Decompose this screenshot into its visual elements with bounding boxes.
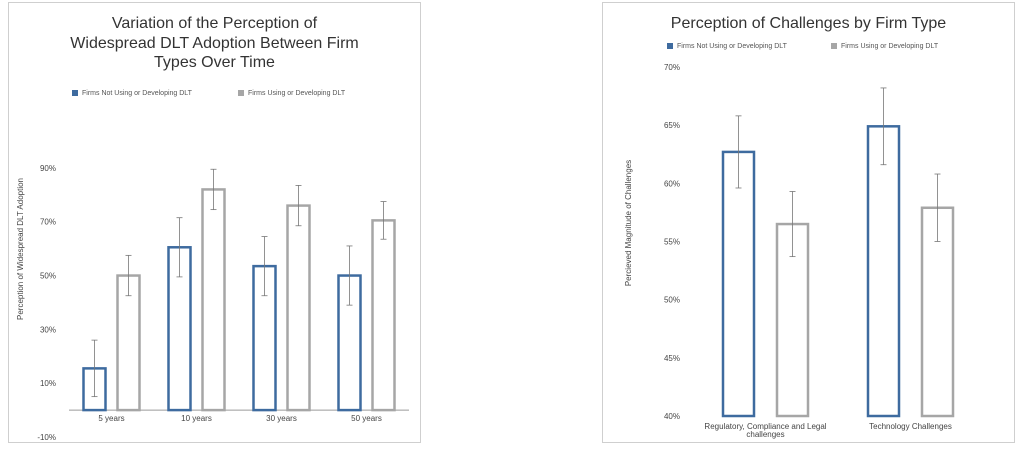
bar: [866, 125, 901, 418]
y-tick-label: 55%: [664, 238, 680, 247]
y-axis-title: Percieved Magnitude of Challenges: [624, 160, 633, 286]
legend-swatch-using: [238, 90, 244, 96]
chart-title: Variation of the Perception of Widesprea…: [70, 15, 359, 71]
y-tick-label: 50%: [40, 272, 56, 281]
y-tick-label: 65%: [664, 121, 680, 130]
y-tick-label: 50%: [664, 296, 680, 305]
y-tick-label: 70%: [664, 63, 680, 72]
bar: [371, 219, 396, 412]
y-tick-label: 40%: [664, 412, 680, 421]
y-tick-label: 30%: [40, 325, 56, 334]
bar: [286, 204, 311, 412]
chart-title: Perception of Challenges by Firm Type: [670, 15, 947, 32]
y-tick-label: 45%: [664, 354, 680, 363]
x-tick-label: 50 years: [351, 414, 382, 423]
x-tick-label: 10 years: [181, 414, 212, 423]
bar: [721, 150, 756, 418]
adoption-chart-panel: Variation of the Perception of Widesprea…: [8, 2, 421, 443]
legend-item-using: Firms Using or Developing DLT: [238, 90, 345, 97]
legend-swatch-using: [831, 43, 837, 49]
x-tick-label: 30 years: [266, 414, 297, 423]
legend-label-using: Firms Using or Developing DLT: [248, 90, 346, 97]
legend-swatch-not-using: [667, 43, 673, 49]
legend-swatch-not-using: [72, 90, 78, 96]
legend-label-not-using: Firms Not Using or Developing DLT: [82, 90, 192, 97]
legend-item-using: Firms Using or Developing DLT: [831, 43, 938, 50]
adoption-bar-chart: -10% 10% 30% 50% 70% 90% Perception of Widespr…: [16, 164, 409, 442]
bar: [201, 188, 226, 412]
x-tick-label: Technology Challenges: [869, 422, 952, 431]
x-tick-label: challenges: [746, 430, 784, 439]
legend-label-not-using: Firms Not Using or Developing DLT: [677, 43, 787, 50]
x-tick-label: 5 years: [98, 414, 124, 423]
challenges-chart-panel: Perception of Challenges by Firm Type Fi…: [602, 2, 1015, 443]
y-tick-label: 60%: [664, 179, 680, 188]
y-tick-label: 70%: [40, 218, 56, 227]
challenges-bar-chart: 40% 45% 50% 55% 60% 65% 70% Percieved Magnitude…: [624, 63, 955, 439]
legend-item-not-using: Firms Not Using or Developing DLT: [667, 43, 787, 50]
y-axis-title: Perception of Widespread DLT Adoption: [16, 178, 25, 320]
y-tick-label: 90%: [40, 164, 56, 173]
x-tick-label: Regulatory, Compliance and Legal: [704, 422, 826, 431]
y-tick-label: 10%: [40, 379, 56, 388]
legend-item-not-using: Firms Not Using or Developing DLT: [72, 90, 192, 97]
y-tick-label: -10%: [37, 433, 56, 442]
legend-label-using: Firms Using or Developing DLT: [841, 43, 939, 50]
